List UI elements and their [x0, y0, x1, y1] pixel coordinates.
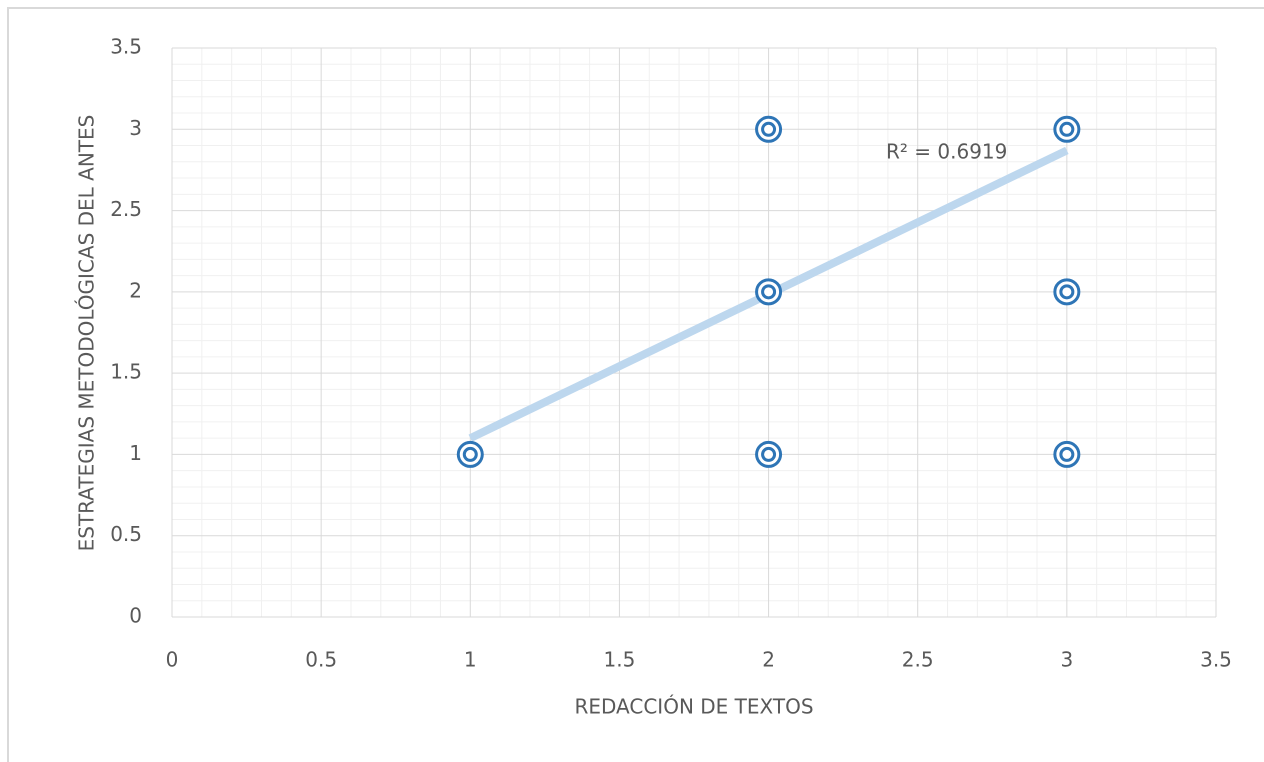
- point: [755, 278, 783, 306]
- y-tick-label: 1: [129, 441, 142, 465]
- point-dot: [1059, 121, 1075, 137]
- point-dot: [1059, 284, 1075, 300]
- x-tick-label: 3: [1060, 648, 1073, 672]
- y-tick-label: 2: [129, 278, 142, 302]
- point: [1053, 115, 1081, 143]
- y-tick-label: 0: [129, 604, 142, 628]
- point-dot: [761, 446, 777, 462]
- x-tick-label: 2: [762, 648, 775, 672]
- y-tick-label: 1.5: [110, 360, 142, 384]
- y-tick-label: 0.5: [110, 522, 142, 546]
- point: [1053, 278, 1081, 306]
- point-dot: [761, 121, 777, 137]
- annotation: R² = 0.6919: [886, 140, 1007, 164]
- x-tick-label: 1: [464, 648, 477, 672]
- x-tick-label: 0: [166, 648, 179, 672]
- point: [1053, 440, 1081, 468]
- x-tick-label: 2.5: [902, 648, 934, 672]
- y-tick-label: 3.5: [110, 35, 142, 59]
- x-tick-label: 1.5: [604, 648, 636, 672]
- grid: [171, 47, 1217, 618]
- y-tick-label: 2.5: [110, 197, 142, 221]
- y-tick-label: 3: [129, 116, 142, 140]
- point: [755, 440, 783, 468]
- x-tick-label: 0.5: [305, 648, 337, 672]
- point: [755, 115, 783, 143]
- point-dot: [761, 284, 777, 300]
- point-dot: [462, 446, 478, 462]
- point: [456, 440, 484, 468]
- y-axis-label: ESTRATEGIAS METODOLÓGICAS DEL ANTES: [75, 115, 99, 552]
- x-axis-label: REDACCIÓN DE TEXTOS: [574, 695, 813, 719]
- point-dot: [1059, 446, 1075, 462]
- x-tick-label: 3.5: [1200, 648, 1232, 672]
